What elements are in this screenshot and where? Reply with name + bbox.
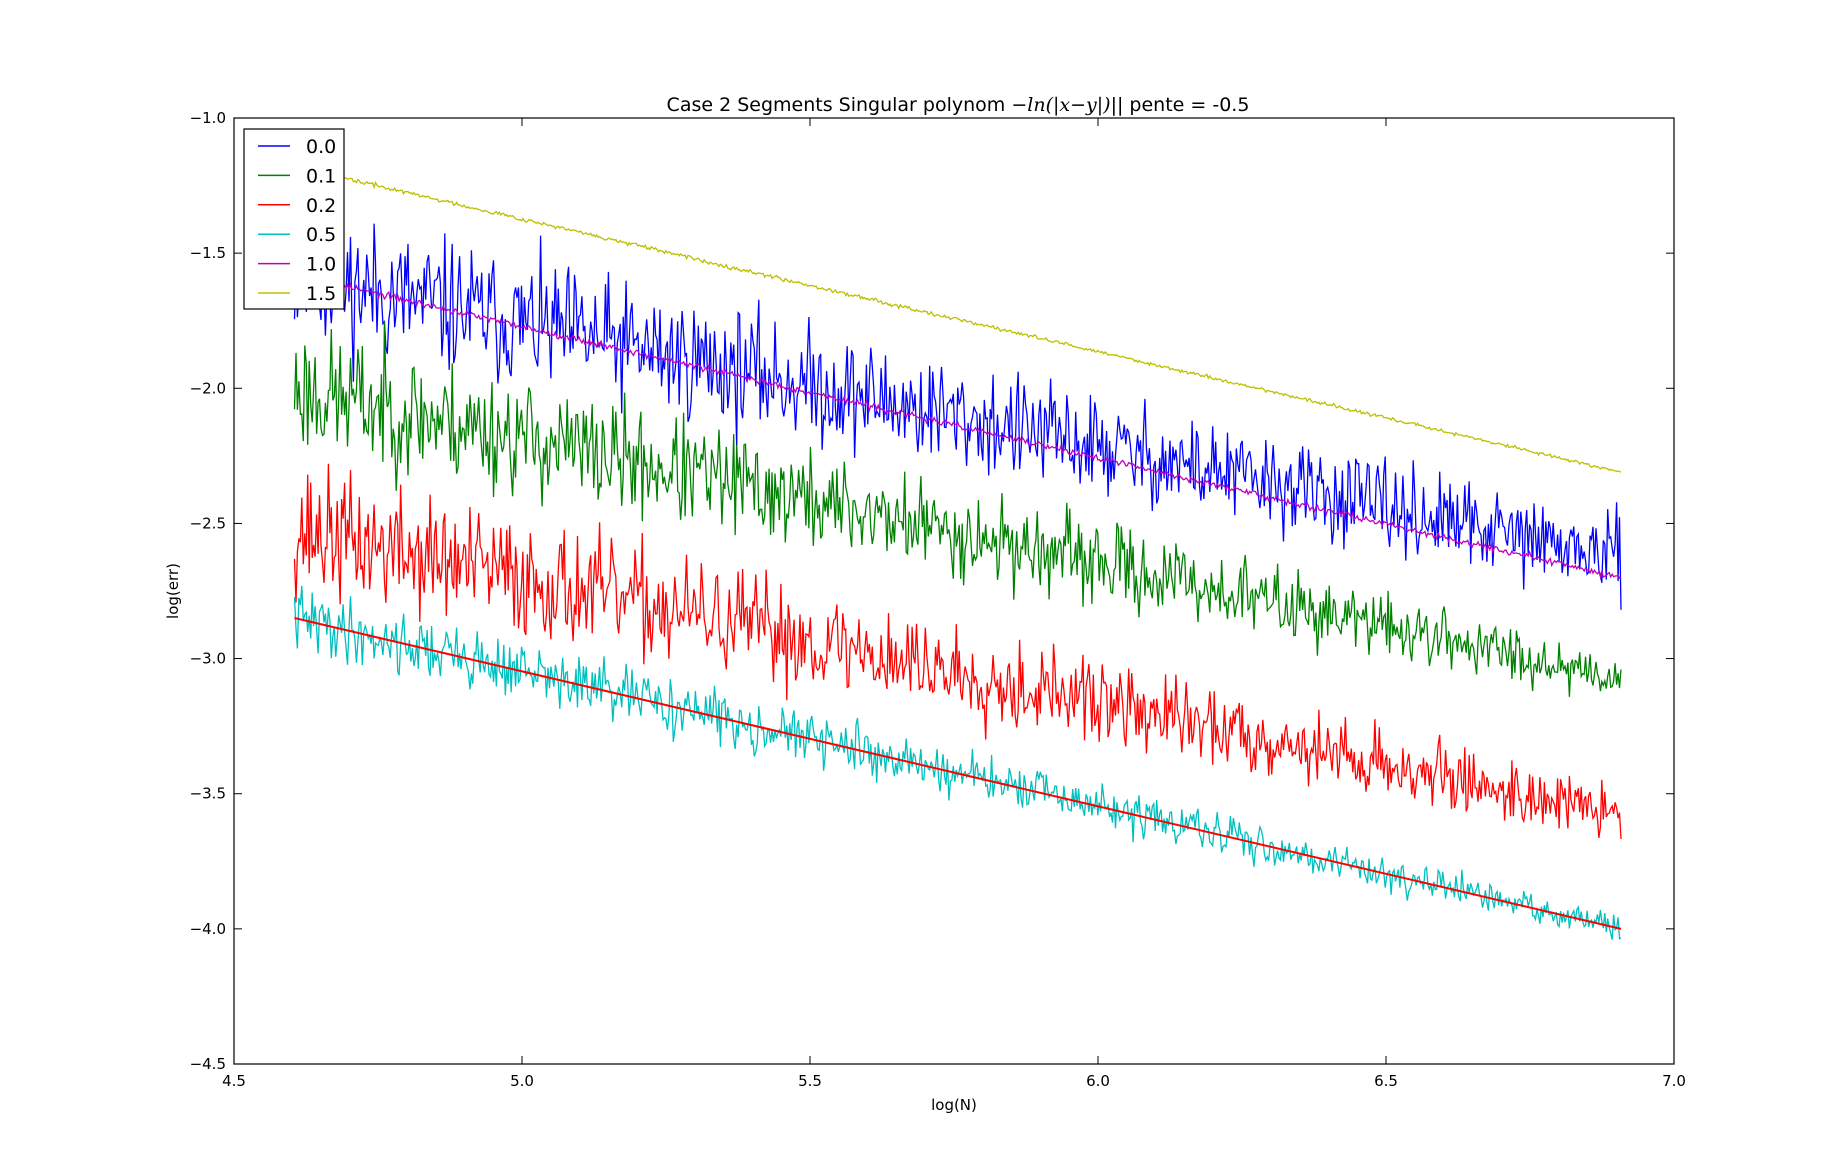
legend-label: 0.0 — [306, 136, 336, 158]
series-line-1.0 — [293, 273, 1622, 579]
y-tick-label: −3.0 — [190, 650, 226, 668]
legend-label: 0.2 — [306, 195, 336, 217]
y-tick-label: −2.0 — [190, 379, 226, 397]
y-tick-label: −4.0 — [190, 920, 226, 938]
legend-label: 0.1 — [306, 165, 336, 187]
x-tick-label: 5.0 — [510, 1072, 534, 1090]
x-tick-label: 4.5 — [222, 1072, 246, 1090]
series-line-1.5 — [294, 166, 1622, 473]
x-tick-label: 5.5 — [798, 1072, 822, 1090]
y-tick-label: −1.0 — [190, 109, 226, 127]
y-axis-label: log(err) — [164, 563, 182, 619]
legend: 0.0 0.1 0.2 0.5 1.0 1.5 — [243, 128, 345, 310]
x-tick-label: 6.5 — [1374, 1072, 1398, 1090]
y-tick-label: −4.5 — [190, 1055, 226, 1073]
chart-title-math: −ln(|x−y|) — [1011, 94, 1110, 116]
legend-box — [243, 128, 345, 310]
series-line-0.0 — [293, 207, 1622, 610]
x-axis-label: log(N) — [931, 1096, 977, 1114]
legend-label: 1.0 — [306, 254, 336, 276]
reference-line — [294, 617, 1622, 930]
chart-title-suffix: || pente = -0.5 — [1111, 94, 1250, 116]
y-tick-label: −3.5 — [190, 785, 226, 803]
x-tick-label: 6.0 — [1086, 1072, 1110, 1090]
series-line-0.5 — [293, 585, 1622, 940]
series-layer — [293, 166, 1622, 940]
plot-area — [293, 166, 1622, 940]
chart-title: Case 2 Segments Singular polynom −ln(|x−… — [667, 94, 1250, 116]
y-tick-label: −2.5 — [190, 514, 226, 532]
legend-label: 0.5 — [306, 224, 336, 246]
chart-title-prefix: Case 2 Segments Singular polynom — [667, 94, 1012, 116]
plot-frame — [233, 117, 1675, 1065]
x-tick-label: 7.0 — [1662, 1072, 1686, 1090]
legend-label: 1.5 — [306, 283, 336, 305]
series-line-0.1 — [293, 321, 1622, 697]
y-axis: −4.5 −4.0 −3.5 −3.0 −2.5 −2.0 −1.5 −1.0 — [190, 109, 1674, 1073]
x-axis: 4.5 5.0 5.5 6.0 6.5 7.0 — [222, 118, 1686, 1090]
y-tick-label: −1.5 — [190, 244, 226, 262]
series-line-0.2 — [293, 463, 1622, 840]
